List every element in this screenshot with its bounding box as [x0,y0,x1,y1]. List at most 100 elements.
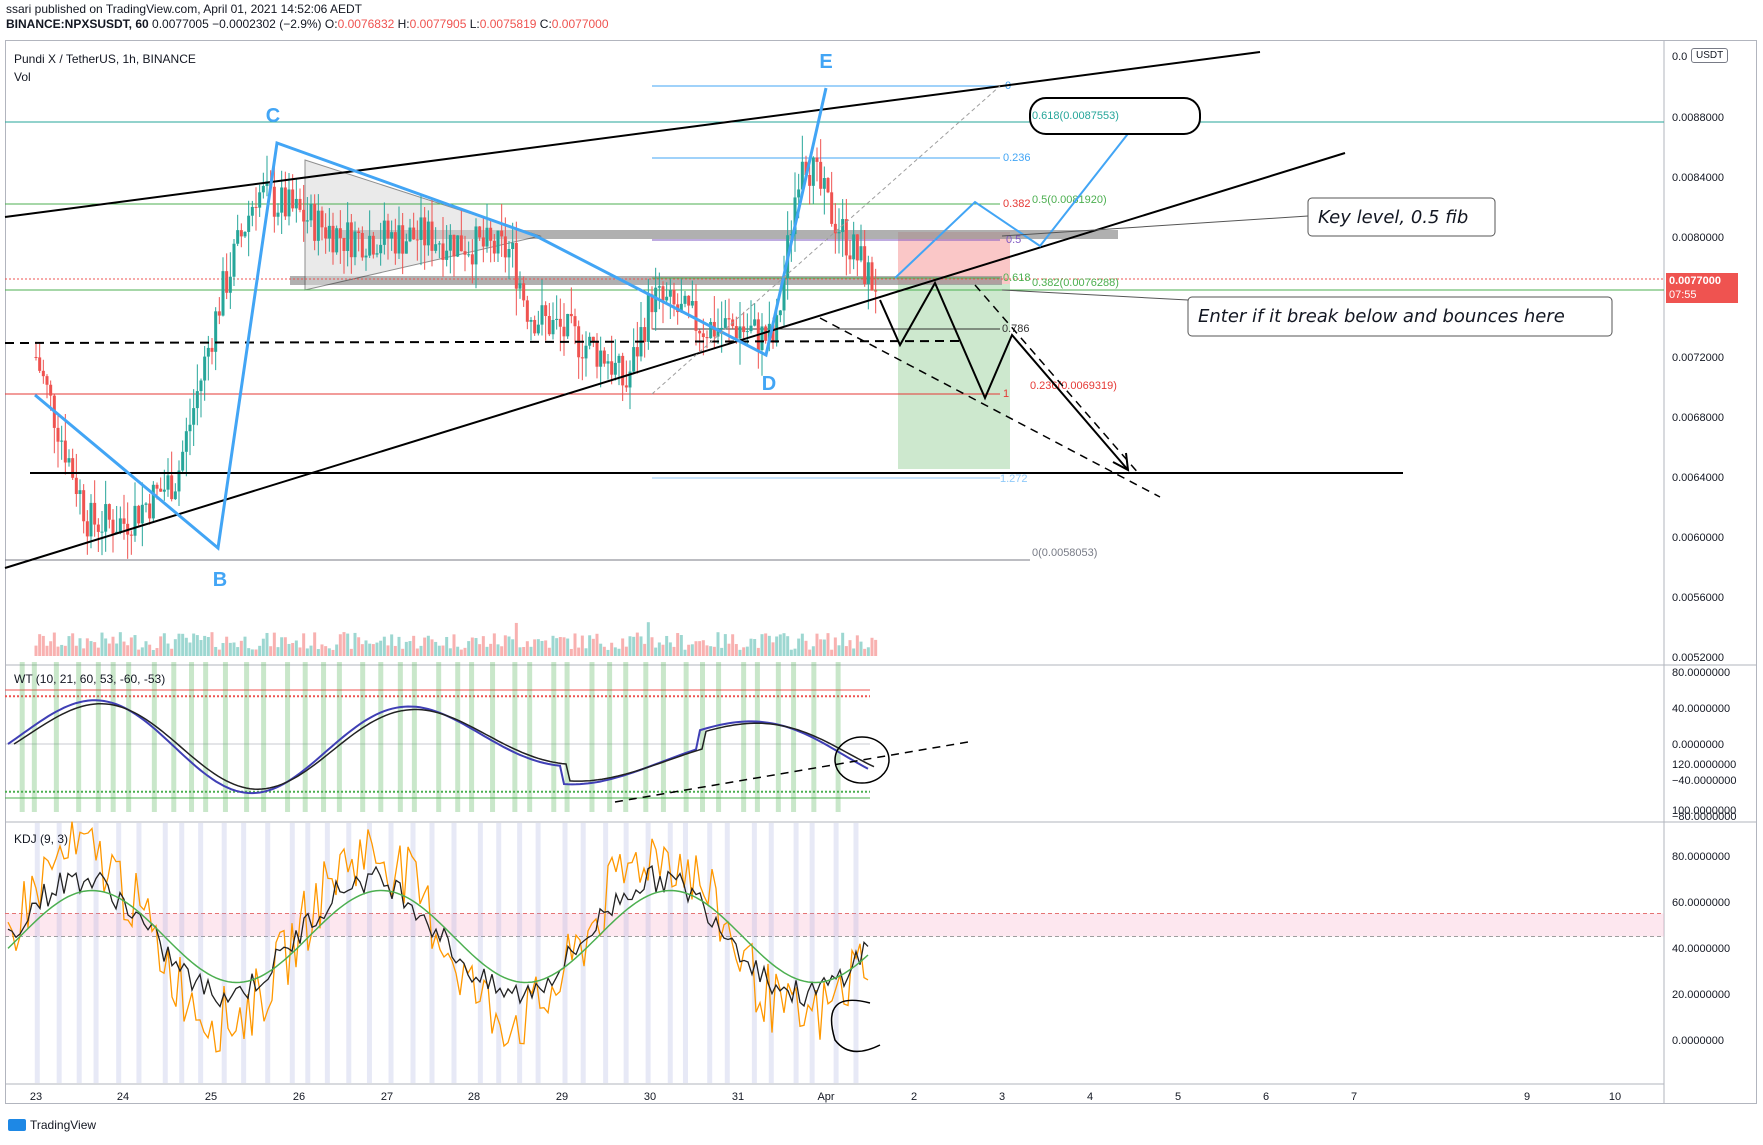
candle-body [254,206,258,208]
candle-body [632,347,636,372]
candle-body [280,187,284,213]
volume-bar [74,645,78,656]
current-price-tag: 0.0077000 07:55 [1666,273,1738,303]
volume-bar [206,637,210,656]
candle-body [159,488,163,492]
candle-body [137,505,141,524]
volume-bar [305,648,309,656]
candle-body [221,271,225,316]
candle-body [89,502,93,537]
candle-body [173,491,177,500]
wave-label: B [213,569,227,591]
candle-body [503,236,507,258]
candle-body [566,313,570,337]
candle-body [364,255,368,258]
candle-body [595,341,599,367]
time-tick-label: Apr [817,1091,834,1103]
candle-body [192,408,196,425]
candle-body [613,362,617,375]
wt-trendline [614,741,969,803]
volume-bar [624,646,628,656]
candle-body [393,232,397,254]
wt-signal-bar [700,662,706,812]
kdj-tick-label: 60.0000000 [1672,897,1730,909]
volume-bar [56,646,60,656]
volume-bar [753,639,757,656]
time-tick-label: 10 [1609,1091,1621,1103]
candle-body [309,203,313,221]
candle-body [771,323,775,343]
volume-bar [727,643,731,656]
wt-signal-bar [302,662,308,812]
candle-body [764,326,768,341]
wt-tick-label: 0.0000000 [1672,739,1724,751]
time-tick-label: 3 [999,1091,1005,1103]
kdj-signal-bar [682,823,688,1083]
volume-bar [646,622,650,656]
volume-bar [232,642,236,656]
volume-bar [705,645,709,656]
candle-body [687,295,691,306]
volume-bar [104,638,108,656]
kdj-signal-bar [751,823,757,1083]
candle-body [111,519,115,534]
volume-bar [129,637,133,656]
volume-bar [789,649,793,656]
wt-signal-bar [455,662,461,812]
key-level-annotation: Key level, 0.5 fib [1318,207,1468,228]
volume-bar [166,643,170,656]
tradingview-brand[interactable]: TradingView [8,1118,96,1132]
volume-bar [181,633,185,656]
wt-tick-label: −80.0000000 [1672,811,1737,823]
time-tick-label: 23 [30,1091,42,1103]
wt-signal-bar [741,662,747,812]
candle-body [617,355,621,363]
volume-bar [272,632,276,656]
volume-bar [283,637,287,656]
candle-body [324,227,328,239]
candle-body [690,301,694,306]
kdj-signal-bar [562,823,568,1083]
volume-bar [764,633,768,656]
kdj-signal-bar [198,823,204,1083]
kdj-signal-bar [221,823,227,1083]
volume-bar [745,646,749,656]
kdj-signal-bar [116,823,122,1083]
candle-body [833,223,837,234]
volume-bar [192,633,196,656]
kdj-signal-bar [580,823,586,1083]
mid-dashed-line [4,340,965,344]
volume-bar [566,638,570,656]
wt-signal-bar [285,662,291,812]
candle-body [793,197,797,235]
time-tick-label: 5 [1175,1091,1181,1103]
candle-body [500,230,504,237]
candle-body [621,355,625,386]
wt-signal-bar [244,662,250,812]
support-band [290,276,1002,285]
chart-frame[interactable] [5,40,1757,1104]
candle-body [481,237,485,247]
candle-body [342,237,346,251]
candle-body [434,244,438,251]
kdj-signal-bar [603,823,609,1083]
volume-bar [258,645,262,656]
fib-level-label: 0.5(0.0081920) [1032,194,1107,206]
candle-body [859,246,863,261]
volume-bar [298,647,302,656]
currency-button[interactable]: USDT [1691,48,1729,63]
entry-annotation: Enter if it break below and bounces here [1198,306,1565,327]
volume-bar [96,647,100,656]
kdj-signal-bar [667,823,673,1083]
volume-bar [294,640,298,656]
time-tick-label: 30 [644,1091,656,1103]
fib-level-label: 0.236(0.0069319) [1030,380,1117,392]
wt-signal-bar [490,662,496,812]
volume-bar [522,647,526,656]
candle-body [82,490,86,522]
candle-body [808,175,812,186]
time-tick-label: 29 [556,1091,568,1103]
candle-body [855,234,859,261]
candle-body [778,310,782,316]
